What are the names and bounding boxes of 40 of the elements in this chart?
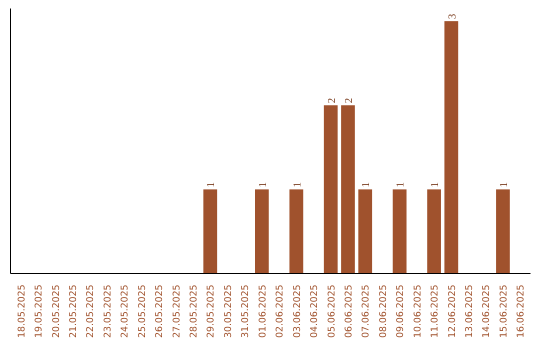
x-tick-label: 03.06.2025 — [292, 284, 303, 338]
x-tick-label: 22.05.2025 — [85, 284, 96, 338]
x-tick-label: 28.05.2025 — [188, 284, 200, 338]
x-tick-label: 11.06.2025 — [430, 284, 441, 338]
x-tick-label: 23.05.2025 — [102, 284, 114, 338]
data-label: 1 — [498, 182, 510, 188]
data-label: 2 — [326, 98, 338, 104]
data-label: 3 — [447, 14, 458, 20]
x-tick-label: 16.06.2025 — [516, 284, 527, 338]
x-tick-label: 10.06.2025 — [412, 284, 424, 338]
data-label: 1 — [258, 182, 269, 188]
x-tick-label: 25.05.2025 — [136, 284, 148, 338]
x-tick-label: 09.06.2025 — [395, 284, 406, 338]
x-tick-label: 01.06.2025 — [257, 284, 268, 338]
x-tick-label: 02.06.2025 — [274, 284, 286, 338]
x-tick-label: 18.05.2025 — [16, 284, 28, 338]
x-tick-label: 04.06.2025 — [309, 284, 320, 338]
x-tick-label: 24.05.2025 — [120, 284, 131, 338]
x-tick-label: 13.06.2025 — [464, 284, 476, 338]
x-tick-label: 15.06.2025 — [498, 284, 510, 338]
data-label: 1 — [396, 182, 407, 188]
x-tick-label: 08.06.2025 — [378, 284, 389, 338]
x-tick-label: 07.06.2025 — [360, 284, 372, 338]
x-tick-label: 31.05.2025 — [240, 284, 252, 338]
x-tick-label: 19.05.2025 — [34, 284, 45, 338]
data-label: 1 — [292, 182, 304, 188]
x-tick-label: 27.05.2025 — [171, 284, 182, 338]
x-tick-label: 26.05.2025 — [154, 284, 166, 338]
x-tick-label: 30.05.2025 — [222, 284, 234, 338]
data-label: 1 — [206, 182, 218, 188]
x-tick-label: 21.05.2025 — [68, 284, 79, 338]
data-label: 2 — [344, 98, 355, 104]
x-tick-label: 29.05.2025 — [206, 284, 217, 338]
data-label: 1 — [361, 182, 372, 188]
x-tick-label: 05.06.2025 — [326, 284, 338, 338]
x-tick-label: 06.06.2025 — [343, 284, 354, 338]
x-tick-label: 20.05.2025 — [50, 284, 62, 338]
x-tick-label: 14.06.2025 — [481, 284, 492, 338]
x-tick-label: 12.06.2025 — [446, 284, 458, 338]
data-label: 1 — [430, 182, 442, 188]
